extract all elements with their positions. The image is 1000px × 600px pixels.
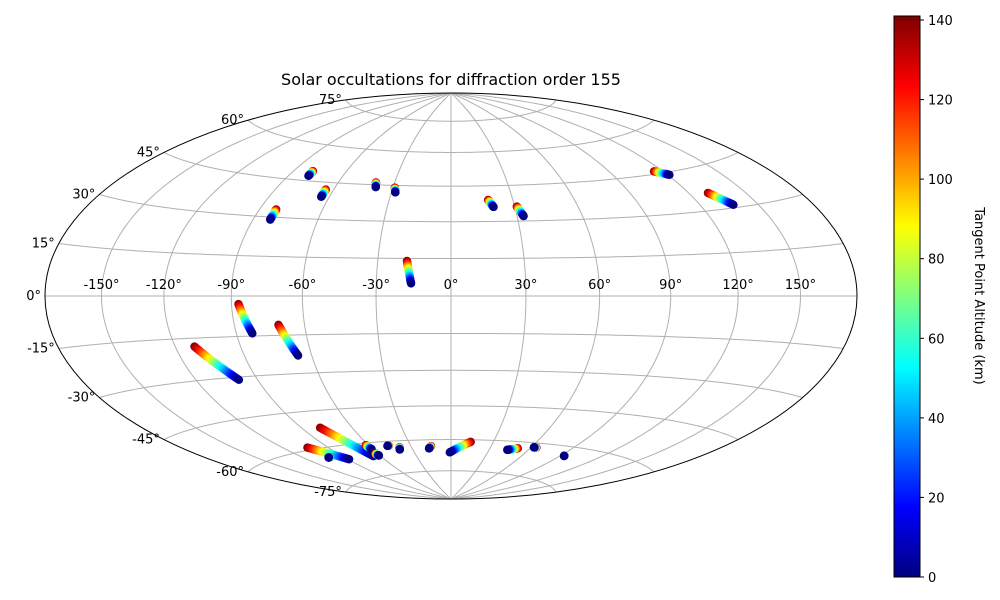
occultation-point <box>391 188 400 197</box>
colorbar-tick-label: 100 <box>928 173 953 188</box>
latitude-tick-label: 75° <box>319 93 342 108</box>
longitude-tick-label: 150° <box>785 278 816 293</box>
longitude-tick-label: 30° <box>514 278 537 293</box>
colorbar-tick-label: 80 <box>928 253 945 268</box>
occultation-point <box>344 455 354 464</box>
occultation-point <box>371 182 380 192</box>
occultation-points <box>190 166 738 464</box>
occultation-point <box>316 192 326 202</box>
longitude-tick-label: 60° <box>588 278 611 293</box>
latitude-tick-label: 0° <box>26 289 41 304</box>
latitude-tick-label: 45° <box>137 146 160 161</box>
colorbar-label: Tangent Point Altitude (km) <box>971 206 986 384</box>
longitude-tick-label: -60° <box>289 278 317 293</box>
longitude-tick-label: 0° <box>444 278 459 293</box>
occultation-point <box>529 443 539 452</box>
parallel-line <box>345 470 557 493</box>
latitude-tick-label: 15° <box>32 237 55 252</box>
occultation-point <box>304 171 313 181</box>
map-boundary <box>44 92 858 500</box>
colorbar-tick-label: 0 <box>928 571 936 586</box>
parallel-line <box>99 194 803 223</box>
latitude-tick-label: -60° <box>216 465 244 480</box>
occultation-point <box>729 200 738 209</box>
latitude-tick-label: -15° <box>27 342 55 357</box>
parallel-line <box>99 369 803 398</box>
longitude-tick-label: -150° <box>83 278 119 293</box>
latitude-tick-label: 60° <box>221 113 244 128</box>
occultation-point <box>324 453 333 462</box>
parallel-line <box>163 405 739 440</box>
parallel-line <box>345 99 557 122</box>
colorbar-tick-label: 40 <box>928 412 945 427</box>
occultation-point <box>665 170 674 180</box>
parallel-line <box>58 242 844 260</box>
longitude-tick-label: -30° <box>362 278 390 293</box>
latitude-tick-label: 30° <box>72 188 95 203</box>
occultation-point <box>293 351 303 360</box>
occultation-point <box>265 215 275 224</box>
occultation-point <box>489 202 498 212</box>
parallel-line <box>247 439 655 473</box>
parallel-line <box>58 332 844 350</box>
latitude-tick-label: -45° <box>132 433 160 448</box>
latitude-tick-label: -75° <box>314 485 342 500</box>
colorbar-tick-label: 20 <box>928 491 945 506</box>
occultation-point <box>248 329 257 338</box>
longitude-tick-label: -90° <box>217 278 245 293</box>
map-grid <box>45 93 857 499</box>
occultation-point <box>519 211 528 221</box>
chart-title: Solar occultations for diffraction order… <box>281 70 621 89</box>
latitude-tick-label: -30° <box>68 391 96 406</box>
longitude-tick-label: 120° <box>722 278 753 293</box>
occultation-point <box>424 444 434 453</box>
longitude-tick-label: -120° <box>146 278 182 293</box>
occultation-point <box>559 451 569 461</box>
occultation-point <box>406 279 416 288</box>
parallel-line <box>247 119 655 153</box>
colorbar: 0 20 40 60 80 100 120 140 Tangent Point Altitud… <box>893 14 986 586</box>
occultation-point <box>395 445 404 454</box>
colorbar-tick-label: 60 <box>928 332 945 347</box>
longitude-tick-label: 90° <box>659 278 682 293</box>
colorbar-tick-label: 140 <box>928 14 953 29</box>
colorbar-gradient <box>893 15 921 578</box>
occultation-point <box>503 445 512 455</box>
occultation-point <box>445 448 454 457</box>
latitude-tick-labels: -75° -60° -45° -30° -15° 0° 15° 30° 45° 60° 75° <box>26 93 342 500</box>
occultation-point <box>383 441 392 451</box>
occultation-point <box>234 375 244 384</box>
colorbar-tick-label: 120 <box>928 94 953 109</box>
longitude-tick-labels: -150° -120° -90° -60° -30° 0° 30° 60° 90° 120° 150… <box>83 278 816 293</box>
occultation-point <box>374 451 384 460</box>
colorbar-ticks: 0 20 40 60 80 100 120 140 <box>920 14 953 586</box>
